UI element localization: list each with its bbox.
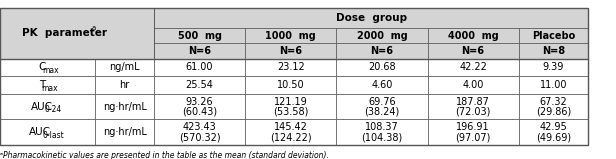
Bar	[336, 43, 428, 59]
Text: (60.43): (60.43)	[182, 107, 217, 117]
Text: C: C	[39, 62, 46, 73]
Text: 69.76: 69.76	[368, 97, 395, 107]
Text: (38.24): (38.24)	[364, 107, 400, 117]
Bar	[154, 119, 245, 145]
Bar	[154, 43, 245, 59]
Text: (97.07): (97.07)	[455, 132, 491, 142]
Text: 423.43: 423.43	[183, 122, 216, 132]
Text: AUC: AUC	[31, 102, 52, 112]
Text: max: max	[42, 66, 59, 75]
Bar	[245, 76, 336, 94]
Bar	[0, 59, 95, 76]
Text: PK  parameter: PK parameter	[22, 28, 107, 38]
Text: 0-last: 0-last	[43, 131, 65, 140]
Bar	[428, 119, 519, 145]
Bar	[0, 76, 95, 94]
Bar	[154, 94, 245, 119]
Text: 23.12: 23.12	[277, 62, 305, 73]
Text: ᵃPharmacokinetic values are presented in the table as the mean (standard deviati: ᵃPharmacokinetic values are presented in…	[0, 151, 329, 159]
Text: 4.60: 4.60	[371, 80, 392, 90]
Text: N=6: N=6	[461, 46, 485, 56]
Text: Placebo: Placebo	[532, 31, 575, 41]
Bar	[245, 28, 336, 43]
Text: (49.69): (49.69)	[536, 132, 571, 142]
Bar	[428, 28, 519, 43]
Bar	[428, 94, 519, 119]
Text: ng·hr/mL: ng·hr/mL	[103, 102, 147, 112]
Text: 61.00: 61.00	[186, 62, 213, 73]
Text: 1000  mg: 1000 mg	[265, 31, 316, 41]
Bar	[154, 8, 588, 28]
Bar	[95, 59, 154, 76]
Text: N=6: N=6	[188, 46, 211, 56]
Text: ng·hr/mL: ng·hr/mL	[103, 127, 147, 137]
Text: AUC: AUC	[29, 127, 51, 137]
Bar	[0, 8, 154, 59]
Bar	[154, 59, 245, 76]
Bar	[428, 59, 519, 76]
Text: (104.38): (104.38)	[362, 132, 402, 142]
Text: (29.86): (29.86)	[536, 107, 571, 117]
Bar	[154, 28, 245, 43]
Bar	[336, 94, 428, 119]
Bar	[0, 8, 588, 145]
Bar	[95, 94, 154, 119]
Text: 93.26: 93.26	[186, 97, 213, 107]
Bar	[519, 59, 588, 76]
Text: 67.32: 67.32	[540, 97, 567, 107]
Text: ng/mL: ng/mL	[110, 62, 140, 73]
Bar	[519, 119, 588, 145]
Text: (124.22): (124.22)	[270, 132, 312, 142]
Bar	[245, 59, 336, 76]
Bar	[336, 119, 428, 145]
Bar	[154, 76, 245, 94]
Text: T: T	[39, 80, 46, 90]
Text: 20.68: 20.68	[368, 62, 395, 73]
Bar	[95, 119, 154, 145]
Text: N=6: N=6	[370, 46, 394, 56]
Bar	[95, 76, 154, 94]
Text: 42.95: 42.95	[540, 122, 567, 132]
Text: Dose  group: Dose group	[336, 13, 407, 23]
Text: a: a	[92, 25, 96, 31]
Text: 4.00: 4.00	[463, 80, 484, 90]
Bar	[245, 43, 336, 59]
Text: hr: hr	[120, 80, 130, 90]
Bar	[0, 119, 95, 145]
Text: N=6: N=6	[279, 46, 302, 56]
Text: 9.39: 9.39	[543, 62, 564, 73]
Bar	[336, 59, 428, 76]
Text: (53.58): (53.58)	[273, 107, 309, 117]
Text: 10.50: 10.50	[277, 80, 304, 90]
Bar	[519, 43, 588, 59]
Bar	[245, 119, 336, 145]
Text: 2000  mg: 2000 mg	[357, 31, 407, 41]
Text: max: max	[42, 84, 58, 93]
Bar	[245, 94, 336, 119]
Text: 42.22: 42.22	[459, 62, 487, 73]
Text: N=8: N=8	[542, 46, 565, 56]
Bar	[519, 94, 588, 119]
Text: (570.32): (570.32)	[179, 132, 221, 142]
Bar	[336, 76, 428, 94]
Bar	[0, 8, 154, 59]
Bar	[336, 28, 428, 43]
Text: 145.42: 145.42	[274, 122, 307, 132]
Bar	[0, 94, 95, 119]
Text: 121.19: 121.19	[274, 97, 307, 107]
Text: 25.54: 25.54	[185, 80, 214, 90]
Text: 500  mg: 500 mg	[177, 31, 222, 41]
Text: 196.91: 196.91	[456, 122, 490, 132]
Text: 4000  mg: 4000 mg	[448, 31, 498, 41]
Bar	[519, 28, 588, 43]
Bar	[428, 76, 519, 94]
Text: 0-24: 0-24	[45, 105, 62, 114]
Text: 108.37: 108.37	[365, 122, 399, 132]
Text: 187.87: 187.87	[456, 97, 490, 107]
Text: 11.00: 11.00	[540, 80, 567, 90]
Text: (72.03): (72.03)	[455, 107, 491, 117]
Bar	[428, 43, 519, 59]
Bar	[519, 76, 588, 94]
